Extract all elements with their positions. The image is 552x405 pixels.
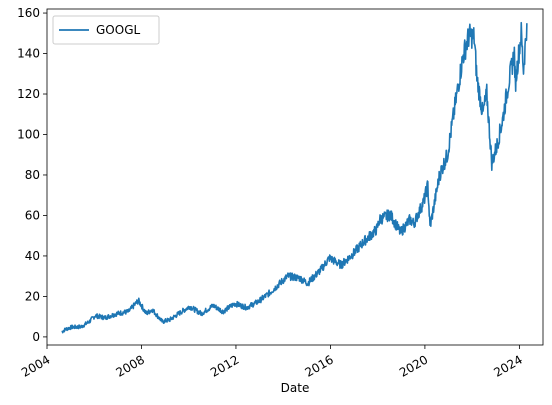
y-tick-label: 0 (32, 330, 40, 344)
y-axis-ticks: 0 20 40 60 80 100 120 140 160 (17, 6, 47, 344)
x-axis-label: Date (281, 381, 310, 395)
y-tick-label: 100 (17, 127, 40, 141)
y-tick-label: 40 (25, 249, 40, 263)
y-tick-label: 20 (25, 289, 40, 303)
x-tick-label: 2016 (302, 352, 335, 379)
y-tick-label: 80 (25, 168, 40, 182)
legend-box (52, 15, 160, 45)
y-tick-label: 120 (17, 87, 40, 101)
x-tick-label: 2020 (397, 352, 430, 379)
x-tick-label: 2004 (19, 352, 52, 379)
legend: GOOGL (52, 15, 160, 45)
series-layer (61, 21, 528, 334)
x-tick-label: 2008 (114, 352, 147, 379)
y-tick-label: 160 (17, 6, 40, 20)
series-line-googl (61, 21, 528, 334)
plot-frame (46, 8, 544, 346)
legend-label-googl: GOOGL (96, 23, 140, 37)
x-tick-label: 2012 (208, 352, 241, 379)
y-tick-label: 60 (25, 208, 40, 222)
y-tick-label: 140 (17, 47, 40, 61)
x-tick-label: 2024 (491, 352, 524, 379)
x-axis-ticks: 2004 2008 2012 2016 2020 2024 (19, 345, 525, 380)
